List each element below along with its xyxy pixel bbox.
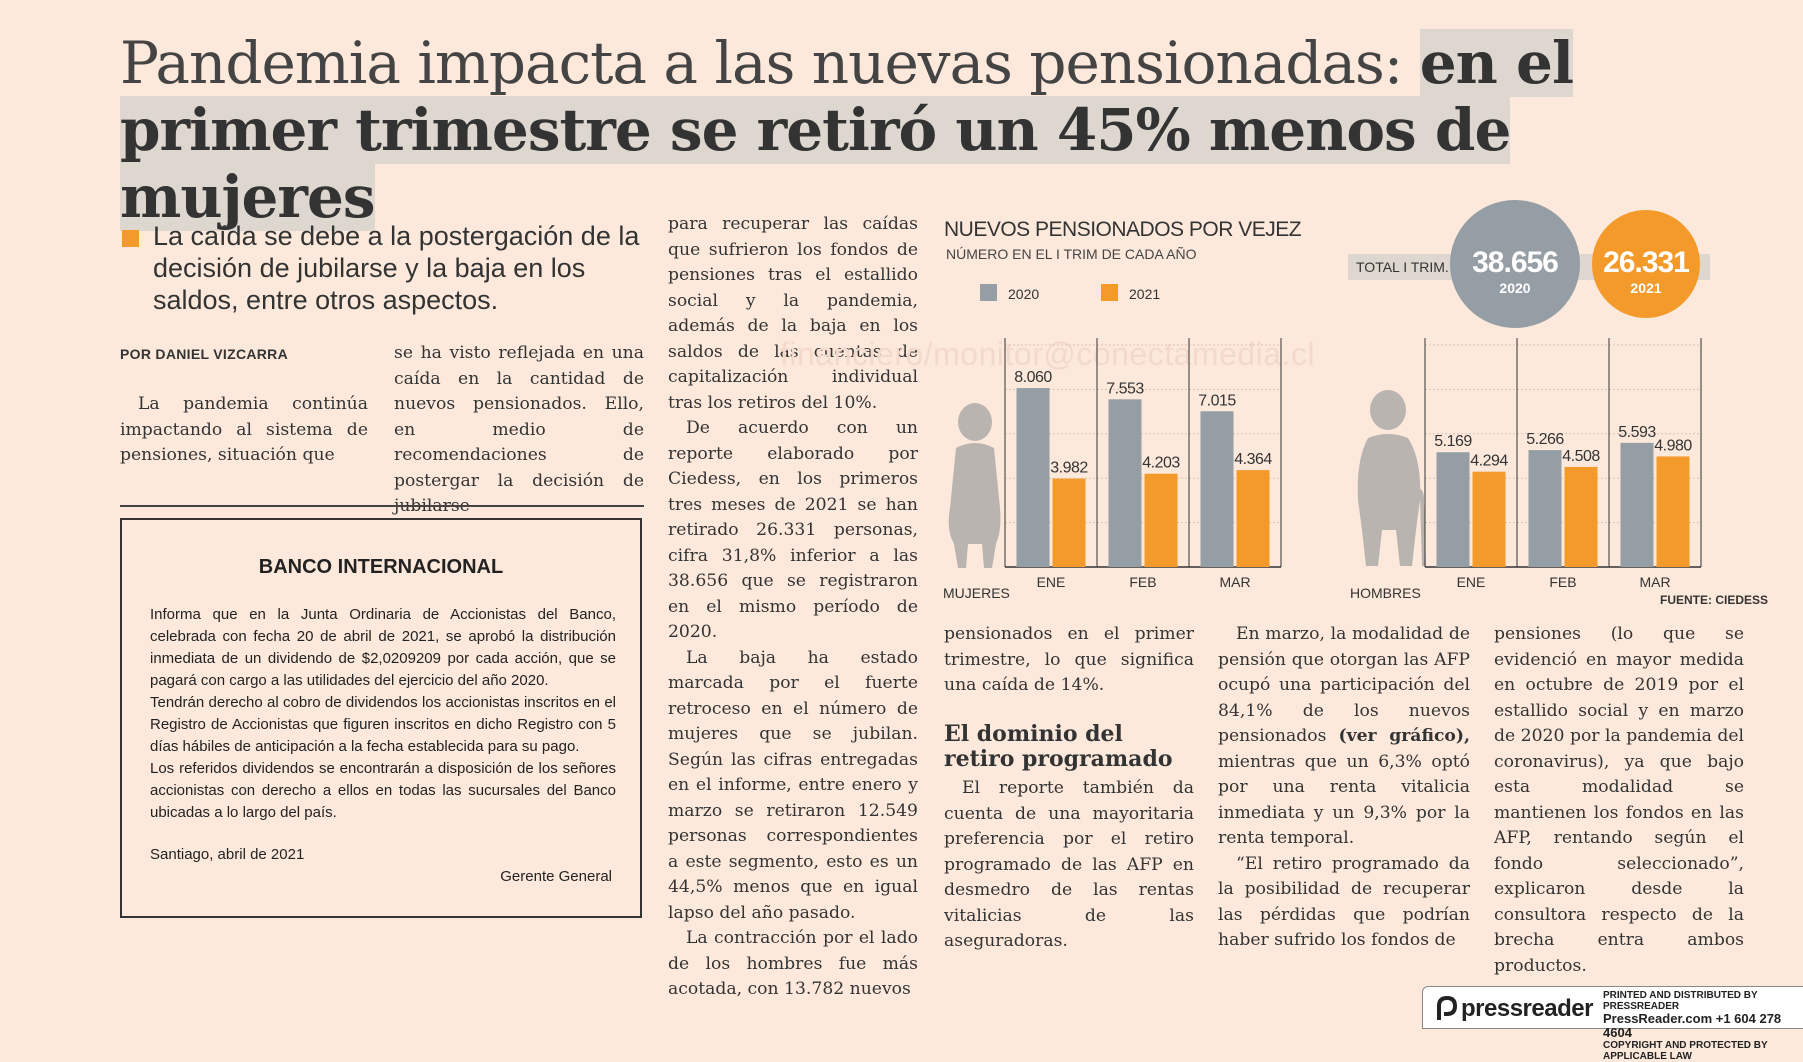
man-with-cane-icon xyxy=(1357,390,1426,567)
bar-hombres-2021-mar xyxy=(1656,456,1690,567)
lead-bullet-square xyxy=(122,230,139,247)
x-tick-label: MAR xyxy=(1219,574,1250,590)
article-column-3: para recuperar las caídas que sufrieron … xyxy=(668,212,918,1003)
notice-signature: Gerente General xyxy=(500,868,612,885)
bank-notice-box: BANCO INTERNACIONAL Informa que en la Ju… xyxy=(120,518,642,918)
legend-swatch-2021 xyxy=(1101,284,1118,301)
pressreader-line1: PRINTED AND DISTRIBUTED BY PRESSREADER xyxy=(1603,990,1758,1012)
total-year-2020: 2020 xyxy=(1499,280,1531,296)
x-tick-label: ENE xyxy=(1457,574,1486,590)
bar-mujeres-2021-mar xyxy=(1236,470,1270,567)
total-value-2020: 38.656 xyxy=(1472,246,1559,279)
bar-hombres-2021-feb xyxy=(1564,466,1598,567)
col3-p2: De acuerdo con un reporte elaborado por … xyxy=(668,418,918,642)
notice-paragraph: Informa que en la Junta Ordinaria de Acc… xyxy=(150,606,616,689)
col3-p4: La contracción por el lado de los hombre… xyxy=(668,928,918,999)
col3-p3: La baja ha estado marcada por el fuerte … xyxy=(668,647,918,923)
col5-p1: En marzo, la modalidad de pensión que ot… xyxy=(1218,622,1470,852)
data-label: 3.982 xyxy=(1050,460,1088,477)
article-column-6: pensiones (lo que se evidenció en mayor … xyxy=(1494,622,1744,979)
article-column-2: se ha visto reflejada en una caída en la… xyxy=(394,341,644,520)
chart-title: NUEVOS PENSIONADOS POR VEJEZ xyxy=(944,218,1302,241)
pressreader-line3: COPYRIGHT AND PROTECTED BY APPLICABLE LA… xyxy=(1603,1040,1768,1062)
headline-part1: Pandemia impacta a las nuevas pensionada… xyxy=(120,29,1420,97)
col4-p2: El reporte también da cuenta de una mayo… xyxy=(944,778,1194,951)
article-column-5: En marzo, la modalidad de pensión que ot… xyxy=(1218,622,1470,954)
data-label: 5.593 xyxy=(1618,424,1656,441)
col5-p1-text: En marzo, la modalidad de pensión que ot… xyxy=(1218,624,1470,746)
pressreader-banner: pressreader PRINTED AND DISTRIBUTED BY P… xyxy=(1422,986,1803,1062)
data-label: 4.508 xyxy=(1562,448,1600,465)
data-label: 4.203 xyxy=(1142,455,1180,472)
col3-p1: para recuperar las caídas que sufrieron … xyxy=(668,214,918,413)
legend-swatch-2020 xyxy=(980,284,997,301)
data-label: 5.169 xyxy=(1434,433,1472,450)
panel-label: HOMBRES xyxy=(1350,585,1421,601)
article-column-1: La pandemia continúa impactando al siste… xyxy=(120,392,368,469)
divider xyxy=(120,505,644,507)
col4-p1: pensionados en el primer trimestre, lo q… xyxy=(944,624,1194,695)
total-bubble-2020: 38.656 2020 xyxy=(1450,200,1580,328)
bar-mujeres-2021-ene xyxy=(1052,478,1086,567)
col5-p1-text-end: mientras que un 6,3% optó por una renta … xyxy=(1218,751,1470,849)
pressreader-line2: PressReader.com +1 604 278 4604 xyxy=(1603,1011,1782,1040)
x-tick-label: FEB xyxy=(1129,574,1156,590)
data-label: 4.294 xyxy=(1470,453,1508,470)
panel-label: MUJERES xyxy=(943,585,1010,601)
lead-paragraph: La caída se debe a la postergación de la… xyxy=(153,221,640,315)
bar-mujeres-2021-feb xyxy=(1144,473,1178,567)
data-label: 4.364 xyxy=(1234,451,1272,468)
x-tick-label: FEB xyxy=(1549,574,1576,590)
x-tick-label: ENE xyxy=(1037,574,1066,590)
notice-paragraph: Tendrán derecho al cobro de dividendos l… xyxy=(150,694,616,755)
pressreader-notice: PRINTED AND DISTRIBUTED BY PRESSREADER P… xyxy=(1603,990,1803,1062)
total-bubble-2021: 26.331 2021 xyxy=(1592,210,1700,318)
bar-hombres-2020-mar xyxy=(1620,442,1654,567)
subheading: El dominio del retiro programado xyxy=(944,721,1173,772)
col1-text: La pandemia continúa impactando al siste… xyxy=(120,394,368,465)
notice-title: BANCO INTERNACIONAL xyxy=(258,556,504,578)
headline: Pandemia impacta a las nuevas pensionada… xyxy=(120,29,1740,231)
bar-hombres-2020-ene xyxy=(1436,452,1470,567)
notice-place-date: Santiago, abril de 2021 xyxy=(150,846,305,863)
bar-mujeres-2020-mar xyxy=(1200,411,1234,567)
data-label: 7.015 xyxy=(1198,392,1236,409)
watermark: financiero/monitor@conectamedia.cl xyxy=(780,336,1316,372)
notice-paragraph: Los referidos dividendos se encontrarán … xyxy=(150,760,616,821)
data-label: 7.553 xyxy=(1106,380,1144,397)
bar-mujeres-2020-feb xyxy=(1108,399,1142,567)
chart-subtitle: NÚMERO EN EL I TRIM DE CADA AÑO xyxy=(946,246,1197,262)
article-column-4b: El reporte también da cuenta de una mayo… xyxy=(944,776,1194,955)
col2-text: se ha visto reflejada en una caída en la… xyxy=(394,343,644,516)
bar-mujeres-2020-ene xyxy=(1016,388,1050,567)
bar-chart: 8.060 3.982 ENE 7.553 4.203 FEB 7.015 4.364 MAR M… xyxy=(943,338,1702,601)
total-label: TOTAL I TRIM. xyxy=(1356,259,1449,275)
x-tick-label: MAR xyxy=(1639,574,1670,590)
legend-label-2021: 2021 xyxy=(1129,286,1161,302)
data-label: 4.980 xyxy=(1654,437,1692,454)
legend-label-2020: 2020 xyxy=(1008,286,1040,302)
data-label: 8.060 xyxy=(1014,369,1052,386)
total-value-2021: 26.331 xyxy=(1603,246,1690,279)
pressreader-logo-icon xyxy=(1437,996,1457,1020)
bar-hombres-2021-ene xyxy=(1472,471,1506,567)
data-label: 5.266 xyxy=(1526,431,1564,448)
col6-text: pensiones (lo que se evidenció en mayor … xyxy=(1494,624,1744,976)
article-column-4: pensionados en el primer trimestre, lo q… xyxy=(944,622,1194,699)
pressreader-logo: pressreader xyxy=(1461,995,1593,1022)
bar-hombres-2020-feb xyxy=(1528,450,1562,567)
chart-source: FUENTE: CIEDESS xyxy=(1660,593,1769,607)
woman-icon xyxy=(948,403,1001,568)
total-year-2021: 2021 xyxy=(1630,280,1662,296)
col5-p2: “El retiro programado da la posibilidad … xyxy=(1218,853,1470,951)
col5-p1-ref: (ver gráfico), xyxy=(1338,726,1471,746)
notice-body: Informa que en la Junta Ordinaria de Acc… xyxy=(150,604,616,824)
byline: POR DANIEL VIZCARRA xyxy=(120,346,289,362)
